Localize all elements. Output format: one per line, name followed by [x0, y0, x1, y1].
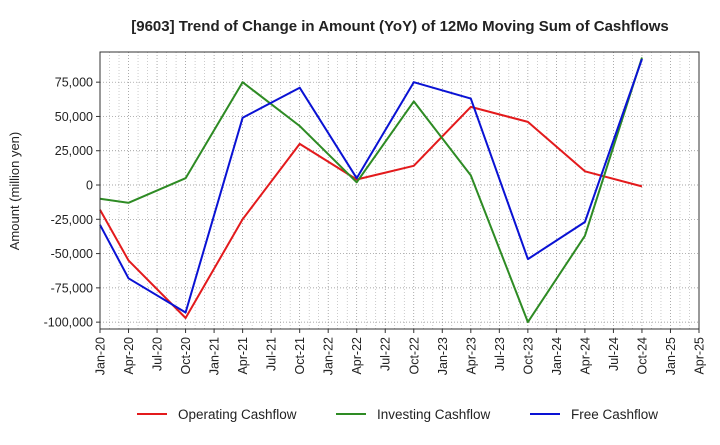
x-tick-label: Jan-24 [550, 337, 564, 375]
x-tick-label: Oct-23 [521, 337, 535, 375]
x-tick-label: Jan-20 [94, 337, 108, 375]
y-tick-label: -50,000 [51, 247, 93, 261]
x-tick-label: Apr-25 [693, 337, 707, 375]
y-tick-label: 0 [86, 179, 93, 193]
x-tick-label: Apr-24 [578, 337, 592, 375]
series-line-free-cashflow [99, 58, 643, 314]
x-axis-ticks: Jan-20 Apr-20 Jul-20 Oct-20 Jan-21 Apr-21 Jul-… [94, 329, 707, 375]
x-tick-label: Apr-22 [350, 337, 364, 375]
x-tick-label: Oct-22 [407, 337, 421, 375]
x-tick-label: Apr-23 [464, 337, 478, 375]
x-tick-label: Jul-22 [379, 337, 393, 371]
y-axis-ticks: 75,000 50,000 25,000 0 -25,000 -50,000 -75,000… [44, 76, 100, 330]
x-tick-label: Apr-20 [122, 337, 136, 375]
x-tick-label: Jul-21 [265, 337, 279, 371]
x-tick-label: Jan-21 [208, 337, 222, 375]
y-axis-label: Amount (million yen) [7, 132, 22, 251]
y-tick-label: 50,000 [55, 110, 93, 124]
y-tick-label: -100,000 [44, 316, 93, 330]
series-line-investing-cashflow [99, 57, 643, 324]
x-tick-label: Oct-20 [179, 337, 193, 375]
y-tick-label: 75,000 [55, 76, 93, 90]
y-tick-label: 25,000 [55, 144, 93, 158]
x-tick-label: Apr-21 [236, 337, 250, 375]
y-tick-label: -25,000 [51, 213, 93, 227]
y-tick-label: -75,000 [51, 281, 93, 295]
x-tick-label: Oct-21 [293, 337, 307, 375]
grid-lines [99, 52, 700, 329]
x-tick-label: Oct-24 [635, 337, 649, 375]
series-line-operating-cashflow [99, 105, 643, 319]
legend-label: Operating Cashflow [178, 407, 297, 422]
plot-area [99, 51, 700, 330]
x-tick-label: Jan-25 [664, 337, 678, 375]
series-lines [99, 57, 643, 324]
legend-label: Investing Cashflow [377, 407, 491, 422]
x-tick-label: Jul-24 [607, 337, 621, 371]
legend: Operating Cashflow Investing Cashflow Free… [137, 407, 658, 422]
x-tick-label: Jul-23 [493, 337, 507, 371]
x-tick-label: Jan-23 [436, 337, 450, 375]
legend-label: Free Cashflow [571, 407, 658, 422]
x-tick-label: Jul-20 [151, 337, 165, 371]
x-tick-label: Jan-22 [322, 337, 336, 375]
chart-title: [9603] Trend of Change in Amount (YoY) o… [131, 18, 669, 35]
